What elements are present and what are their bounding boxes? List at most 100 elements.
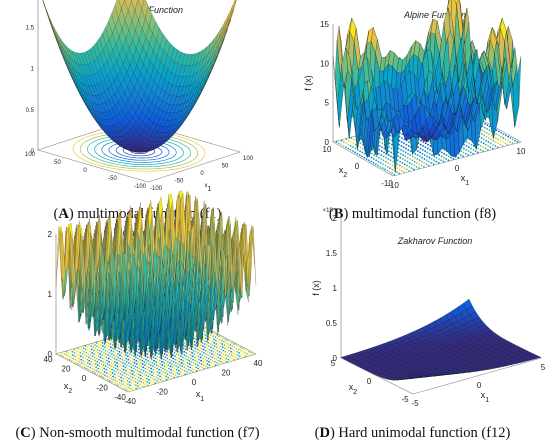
floor-contour bbox=[223, 344, 226, 346]
floor-contour bbox=[403, 142, 405, 145]
floor-contour bbox=[77, 363, 79, 365]
floor-contour bbox=[393, 173, 396, 176]
floor-contour bbox=[128, 377, 130, 380]
floor-contour bbox=[94, 363, 97, 365]
floor-contour bbox=[223, 347, 226, 350]
floor-contour bbox=[384, 164, 387, 167]
floor-contour bbox=[203, 330, 206, 333]
floor-contour bbox=[187, 365, 190, 368]
floor-contour bbox=[490, 138, 492, 141]
floor-contour bbox=[109, 370, 112, 373]
floor-contour bbox=[392, 160, 394, 163]
floor-contour bbox=[389, 159, 392, 162]
floor-contour bbox=[198, 358, 200, 361]
floor-contour bbox=[497, 138, 500, 141]
floor-contour bbox=[68, 355, 70, 358]
floor-contour bbox=[94, 344, 96, 346]
floor-contour bbox=[189, 354, 192, 357]
floor-contour bbox=[131, 376, 134, 379]
floor-contour bbox=[216, 353, 219, 355]
floor-contour bbox=[433, 159, 435, 162]
floor-contour bbox=[85, 355, 88, 358]
floor-contour bbox=[144, 383, 147, 386]
floor-contour bbox=[194, 331, 197, 334]
floor-contour bbox=[96, 345, 98, 348]
floor-contour bbox=[406, 156, 409, 159]
floor-contour bbox=[411, 155, 414, 158]
floor-contour bbox=[352, 138, 355, 141]
floor-contour bbox=[224, 354, 227, 357]
floor-contour bbox=[99, 344, 102, 346]
floor-contour bbox=[403, 171, 406, 173]
floor-contour bbox=[363, 152, 366, 155]
floor-contour bbox=[209, 355, 212, 358]
floor-contour bbox=[111, 359, 114, 362]
floor-contour bbox=[226, 355, 229, 358]
floor-contour bbox=[153, 378, 156, 381]
floor-contour bbox=[511, 138, 514, 141]
floor-contour bbox=[84, 357, 86, 360]
floor-contour bbox=[189, 350, 191, 353]
floor-contour bbox=[83, 366, 86, 369]
floor-contour bbox=[481, 129, 484, 132]
floor-contour bbox=[248, 354, 251, 357]
floor-contour bbox=[142, 369, 145, 372]
floor-contour bbox=[398, 164, 401, 167]
floor-contour bbox=[133, 362, 136, 364]
floor-contour bbox=[195, 338, 198, 341]
floor-contour bbox=[386, 165, 389, 168]
floor-contour bbox=[92, 346, 95, 349]
floor-contour bbox=[110, 362, 113, 364]
floor-contour bbox=[500, 131, 503, 134]
floor-contour bbox=[219, 360, 222, 363]
floor-contour bbox=[177, 363, 179, 365]
floor-contour bbox=[142, 385, 145, 388]
floor-contour bbox=[470, 143, 473, 146]
floor-contour bbox=[399, 152, 402, 155]
floor-contour bbox=[192, 362, 195, 364]
floor-contour bbox=[354, 151, 356, 154]
floor-contour bbox=[213, 341, 216, 344]
floor-contour bbox=[179, 364, 182, 367]
floor-contour bbox=[162, 358, 165, 361]
floor-contour bbox=[403, 167, 406, 170]
floor-contour bbox=[103, 370, 106, 373]
floor-contour bbox=[161, 376, 164, 379]
floor-contour bbox=[379, 141, 381, 143]
floor-contour bbox=[216, 349, 219, 352]
floor-contour bbox=[145, 362, 148, 364]
floor-contour bbox=[113, 357, 116, 360]
floor-contour bbox=[121, 370, 124, 373]
floor-contour bbox=[384, 168, 386, 171]
floor-contour bbox=[199, 344, 202, 346]
floor-contour bbox=[127, 370, 130, 373]
floor-contour bbox=[105, 368, 108, 371]
floor-contour bbox=[95, 357, 98, 360]
floor-contour bbox=[106, 378, 109, 381]
floor-contour bbox=[109, 367, 111, 370]
floor-contour bbox=[193, 356, 196, 359]
floor-contour bbox=[350, 137, 353, 139]
floor-contour bbox=[126, 379, 129, 382]
floor-contour bbox=[158, 372, 161, 374]
floor-contour bbox=[215, 346, 218, 349]
floor-contour bbox=[213, 354, 215, 357]
surface bbox=[55, 190, 257, 360]
floor-contour bbox=[225, 360, 228, 363]
floor-contour bbox=[504, 134, 507, 137]
floor-contour bbox=[198, 365, 201, 368]
floor-contour bbox=[382, 159, 385, 162]
floor-contour bbox=[494, 145, 497, 147]
floor-contour bbox=[410, 167, 413, 170]
floor-contour bbox=[132, 351, 135, 354]
floor-contour bbox=[138, 367, 141, 370]
floor-contour bbox=[127, 362, 130, 364]
floor-contour bbox=[424, 142, 427, 145]
floor-contour bbox=[236, 350, 238, 353]
floor-contour bbox=[230, 350, 233, 353]
floor-contour bbox=[171, 366, 174, 369]
floor-contour bbox=[181, 353, 184, 355]
floor-contour bbox=[457, 156, 460, 159]
floor-contour bbox=[464, 152, 467, 155]
